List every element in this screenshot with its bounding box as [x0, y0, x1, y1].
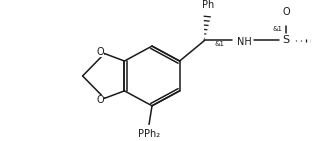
Text: PPh₂: PPh₂	[138, 129, 160, 139]
Text: NH: NH	[237, 37, 252, 47]
Text: O: O	[97, 95, 104, 105]
Text: &1: &1	[272, 26, 282, 32]
Text: O: O	[97, 47, 104, 57]
Text: Ph: Ph	[202, 0, 215, 10]
Text: O: O	[282, 7, 290, 17]
Text: S: S	[283, 36, 290, 46]
Text: &1: &1	[214, 41, 224, 47]
